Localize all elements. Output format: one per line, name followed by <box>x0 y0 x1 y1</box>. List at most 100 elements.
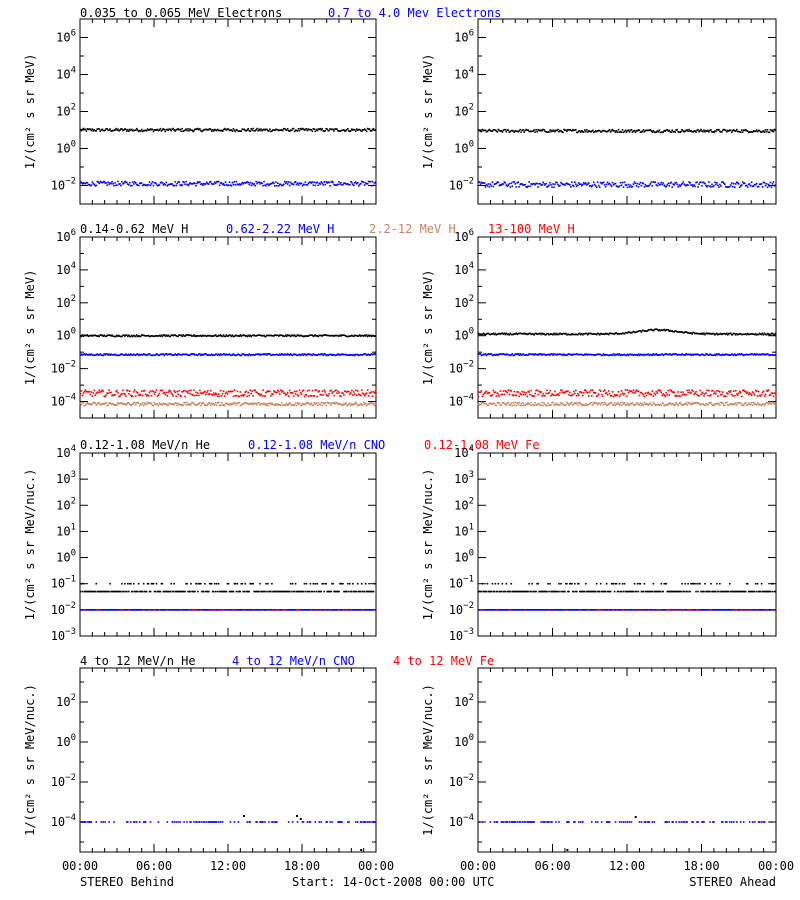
data-point <box>322 609 325 611</box>
data-point <box>79 609 82 611</box>
data-point <box>673 404 675 407</box>
data-point <box>263 403 265 406</box>
data-point <box>98 389 101 392</box>
data-point <box>499 590 502 593</box>
data-point <box>148 353 151 355</box>
data-point <box>666 328 669 331</box>
data-point <box>335 128 337 130</box>
data-point <box>544 590 546 593</box>
data-point <box>700 128 702 131</box>
data-point <box>615 332 618 334</box>
data-point <box>500 353 503 356</box>
data-point <box>109 182 111 184</box>
data-point <box>294 392 297 395</box>
data-point <box>677 590 679 593</box>
data-point <box>508 393 511 396</box>
data-point <box>294 582 297 585</box>
data-point <box>500 393 503 396</box>
data-point <box>578 582 580 585</box>
data-point <box>111 353 113 356</box>
data-point <box>477 395 480 398</box>
data-point <box>233 582 236 585</box>
data-point <box>236 353 239 356</box>
data-point <box>290 590 293 593</box>
data-point <box>649 402 652 404</box>
data-point <box>222 129 225 131</box>
data-point <box>696 129 698 132</box>
data-point <box>510 182 513 184</box>
data-point <box>703 404 705 406</box>
data-point <box>112 354 114 356</box>
data-point <box>281 184 284 187</box>
data-point <box>502 183 505 185</box>
data-point <box>592 402 595 404</box>
data-point <box>657 354 660 356</box>
data-point <box>130 404 132 407</box>
data-point <box>614 582 617 585</box>
data-point <box>280 184 283 187</box>
data-point <box>183 590 185 593</box>
data-point <box>668 184 671 187</box>
data-point <box>330 128 332 130</box>
data-point <box>556 129 558 132</box>
data-point <box>346 404 348 406</box>
data-point <box>273 389 275 392</box>
data-point <box>273 354 275 356</box>
data-point <box>565 582 567 585</box>
data-point <box>648 129 651 132</box>
data-point <box>127 609 129 611</box>
data-point <box>553 404 555 406</box>
data-point <box>257 590 259 593</box>
data-point <box>591 404 594 406</box>
data-point <box>556 181 558 184</box>
data-point <box>220 354 223 356</box>
data-point <box>92 354 95 357</box>
data-point <box>720 332 722 335</box>
data-point <box>296 402 299 404</box>
data-point <box>290 354 293 356</box>
data-point <box>689 402 691 405</box>
data-point <box>340 354 342 356</box>
data-point <box>373 404 376 407</box>
data-point <box>321 404 324 407</box>
data-point <box>561 130 563 133</box>
data-point <box>297 590 300 593</box>
data-point <box>309 403 312 406</box>
data-point <box>545 590 547 593</box>
data-point <box>715 130 717 133</box>
data-point <box>201 130 203 133</box>
data-point <box>107 404 109 407</box>
data-point <box>235 180 238 183</box>
data-point <box>363 128 366 130</box>
data-point <box>231 130 234 132</box>
data-point <box>688 332 690 334</box>
data-point <box>357 393 360 396</box>
data-point <box>191 393 193 396</box>
data-point <box>507 353 510 356</box>
data-point <box>485 333 488 335</box>
data-point <box>515 590 518 593</box>
data-point <box>660 582 663 585</box>
data-point <box>486 582 489 585</box>
data-point <box>519 404 522 407</box>
data-point <box>283 127 286 130</box>
data-point <box>717 353 719 356</box>
data-point <box>212 403 215 405</box>
data-point <box>316 582 319 585</box>
data-point <box>147 609 150 611</box>
data-point <box>165 128 168 131</box>
data-point <box>636 182 639 185</box>
data-point <box>531 353 533 356</box>
data-point <box>707 129 709 132</box>
data-point <box>328 392 330 395</box>
data-point <box>635 402 638 405</box>
data-point <box>322 394 325 396</box>
data-point <box>588 403 591 405</box>
data-point <box>566 182 568 184</box>
data-point <box>527 390 529 393</box>
data-point <box>767 333 770 335</box>
data-point <box>608 182 611 185</box>
data-point <box>279 609 282 611</box>
legend-label-3-1: 4 to 12 MeV/n CNO <box>232 654 355 668</box>
data-point <box>309 181 312 183</box>
